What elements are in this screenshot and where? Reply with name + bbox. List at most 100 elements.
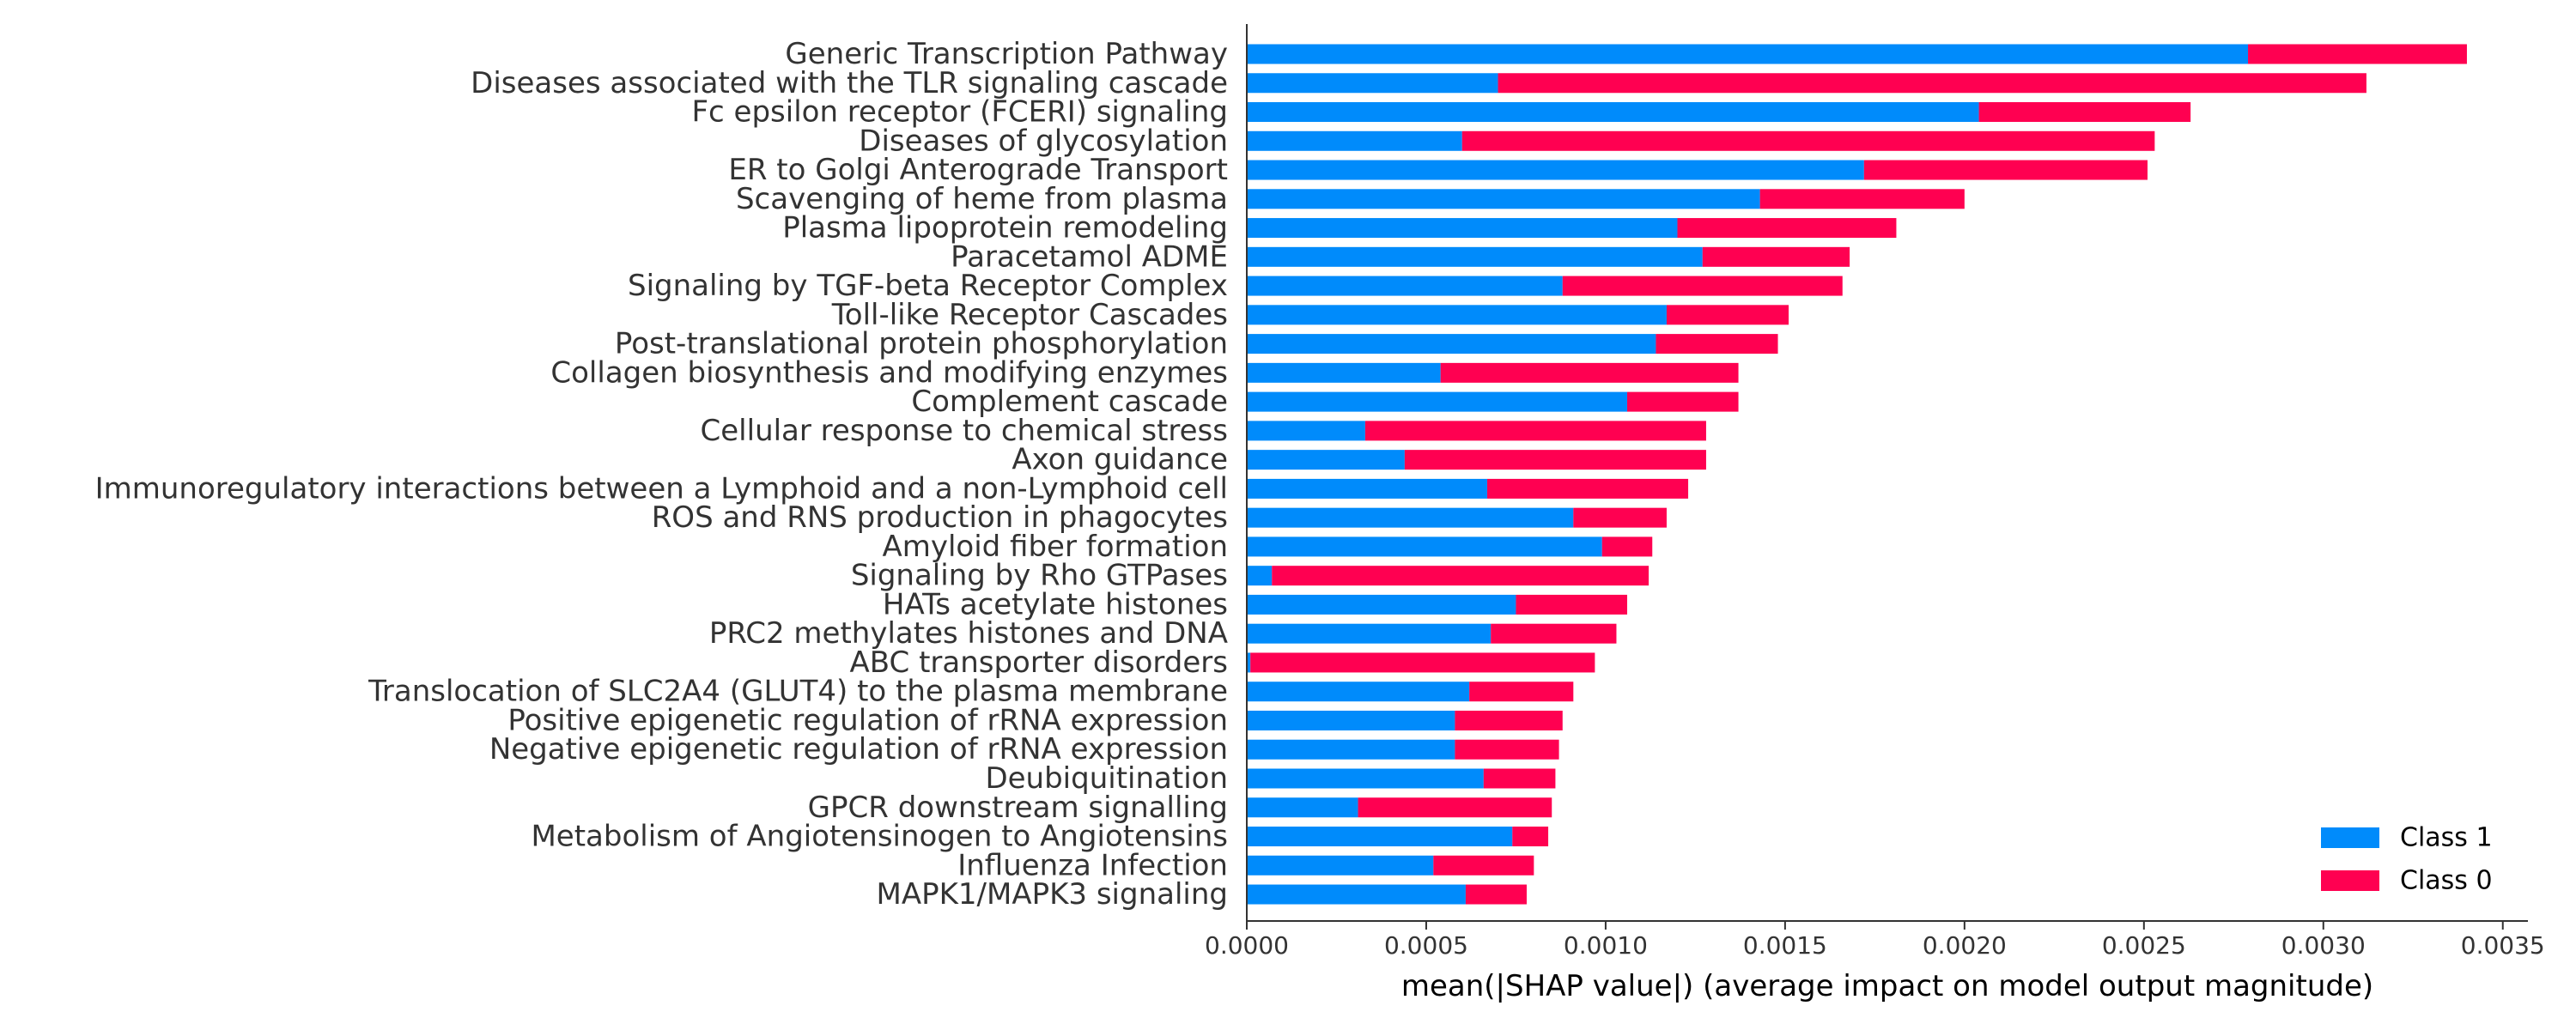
category-label: HATs acetylate histones (883, 587, 1228, 621)
bar-class-0-3 (1461, 130, 2155, 151)
x-tick-label: 0.0010 (1564, 931, 1648, 960)
legend-swatch-class-0 (2321, 870, 2379, 891)
category-label: Amyloid fiber formation (882, 530, 1228, 564)
bar-class-0-9 (1666, 305, 1789, 325)
category-label: Immunoregulatory interactions between a … (95, 471, 1228, 506)
bar-class-0-18 (1272, 566, 1649, 586)
bar-class-1-19 (1247, 594, 1516, 615)
bar-class-0-6 (1677, 218, 1897, 239)
bar-class-0-14 (1404, 450, 1706, 470)
category-label: Scavenging of heme from plasma (736, 182, 1228, 216)
bar-class-0-2 (1978, 102, 2191, 123)
category-label: ABC transporter disorders (850, 645, 1228, 680)
category-label: Axon guidance (1012, 443, 1228, 477)
category-label: Complement cascade (911, 385, 1228, 419)
category-label: Toll-like Receptor Cascades (831, 298, 1228, 332)
category-label: Translocation of SLC2A4 (GLUT4) to the p… (368, 675, 1228, 709)
bar-class-0-16 (1573, 507, 1667, 528)
category-label: Diseases of glycosylation (859, 124, 1228, 158)
x-tick-label: 0.0035 (2461, 931, 2545, 960)
legend-swatch-class-1 (2321, 827, 2379, 848)
bar-class-0-24 (1455, 739, 1559, 760)
bar-class-1-29 (1247, 884, 1466, 905)
bar-class-0-11 (1440, 362, 1739, 383)
category-label: Cellular response to chemical stress (701, 414, 1228, 448)
bar-class-0-28 (1433, 855, 1534, 876)
bar-class-1-11 (1247, 362, 1441, 383)
bar-class-0-26 (1358, 797, 1552, 818)
category-label: Diseases associated with the TLR signali… (471, 66, 1228, 100)
x-tick-label: 0.0030 (2281, 931, 2366, 960)
bar-class-0-27 (1512, 827, 1549, 847)
bar-class-0-13 (1364, 421, 1706, 441)
bar-class-1-15 (1247, 478, 1488, 499)
category-label: Metabolism of Angiotensinogen to Angiote… (531, 820, 1228, 854)
category-label: ER to Golgi Anterograde Transport (728, 153, 1228, 187)
x-tick-label: 0.0020 (1923, 931, 2007, 960)
category-label: Signaling by Rho GTPases (851, 559, 1228, 593)
bar-class-1-27 (1247, 827, 1513, 847)
category-label: Collagen biosynthesis and modifying enzy… (550, 355, 1228, 390)
category-label: Influenza Infection (957, 848, 1228, 882)
bar-class-0-0 (2248, 44, 2467, 64)
x-tick-label: 0.0005 (1384, 931, 1468, 960)
bar-class-0-22 (1469, 682, 1574, 702)
bar-class-1-16 (1247, 507, 1574, 528)
bar-class-0-25 (1483, 768, 1556, 789)
x-tick-label: 0.0015 (1743, 931, 1827, 960)
category-label: ROS and RNS production in phagocytes (652, 500, 1228, 535)
category-label: Post-translational protein phosphorylati… (615, 327, 1228, 361)
bar-class-1-23 (1247, 710, 1455, 730)
bar-class-0-4 (1863, 160, 2148, 180)
category-label: Generic Transcription Pathway (785, 37, 1228, 71)
bar-class-0-20 (1491, 623, 1617, 644)
category-label: Fc epsilon receptor (FCERI) signaling (691, 95, 1228, 130)
category-label: GPCR downstream signalling (808, 791, 1228, 825)
bar-class-1-5 (1247, 189, 1760, 209)
bar-class-0-7 (1702, 246, 1850, 267)
bar-class-0-10 (1656, 334, 1778, 354)
bar-class-1-4 (1247, 160, 1864, 180)
bar-class-1-12 (1247, 391, 1628, 412)
bar-class-1-22 (1247, 682, 1470, 702)
bar-class-1-0 (1247, 44, 2249, 64)
bar-class-0-5 (1759, 189, 1965, 209)
legend-label-class-1: Class 1 (2400, 823, 2493, 853)
legend-label-class-0: Class 0 (2400, 866, 2493, 896)
bar-class-0-21 (1250, 652, 1595, 673)
bar-class-0-15 (1487, 478, 1689, 499)
x-tick-label: 0.0025 (2102, 931, 2186, 960)
category-label: Negative epigenetic regulation of rRNA e… (489, 732, 1228, 766)
bar-class-1-24 (1247, 739, 1455, 760)
bar-class-1-14 (1247, 450, 1405, 470)
category-label: Signaling by TGF-beta Receptor Complex (628, 269, 1228, 303)
bar-class-0-12 (1627, 391, 1739, 412)
bar-class-1-8 (1247, 276, 1563, 296)
bar-class-0-23 (1455, 710, 1563, 730)
bar-class-1-13 (1247, 421, 1365, 441)
bar-class-1-10 (1247, 334, 1656, 354)
x-tick-label: 0.0000 (1205, 931, 1289, 960)
bar-class-1-26 (1247, 797, 1358, 818)
bar-class-1-28 (1247, 855, 1434, 876)
bar-class-1-2 (1247, 102, 1979, 123)
bar-class-0-1 (1498, 73, 2366, 94)
bar-class-1-18 (1247, 566, 1273, 586)
bar-class-1-17 (1247, 536, 1602, 557)
category-label: MAPK1/MAPK3 signaling (877, 877, 1228, 912)
bar-class-0-8 (1562, 276, 1843, 296)
bar-class-1-1 (1247, 73, 1498, 94)
bar-class-1-20 (1247, 623, 1492, 644)
bar-class-0-19 (1516, 594, 1628, 615)
category-label: Positive epigenetic regulation of rRNA e… (507, 703, 1228, 737)
bar-class-1-25 (1247, 768, 1484, 789)
category-label: Plasma lipoprotein remodeling (782, 211, 1228, 245)
bar-class-1-21 (1247, 652, 1251, 673)
category-label: Paracetamol ADME (951, 239, 1228, 274)
bar-class-0-17 (1601, 536, 1653, 557)
category-label: Deubiquitination (985, 761, 1228, 796)
bar-class-1-9 (1247, 305, 1667, 325)
category-label: PRC2 methylates histones and DNA (709, 616, 1228, 651)
